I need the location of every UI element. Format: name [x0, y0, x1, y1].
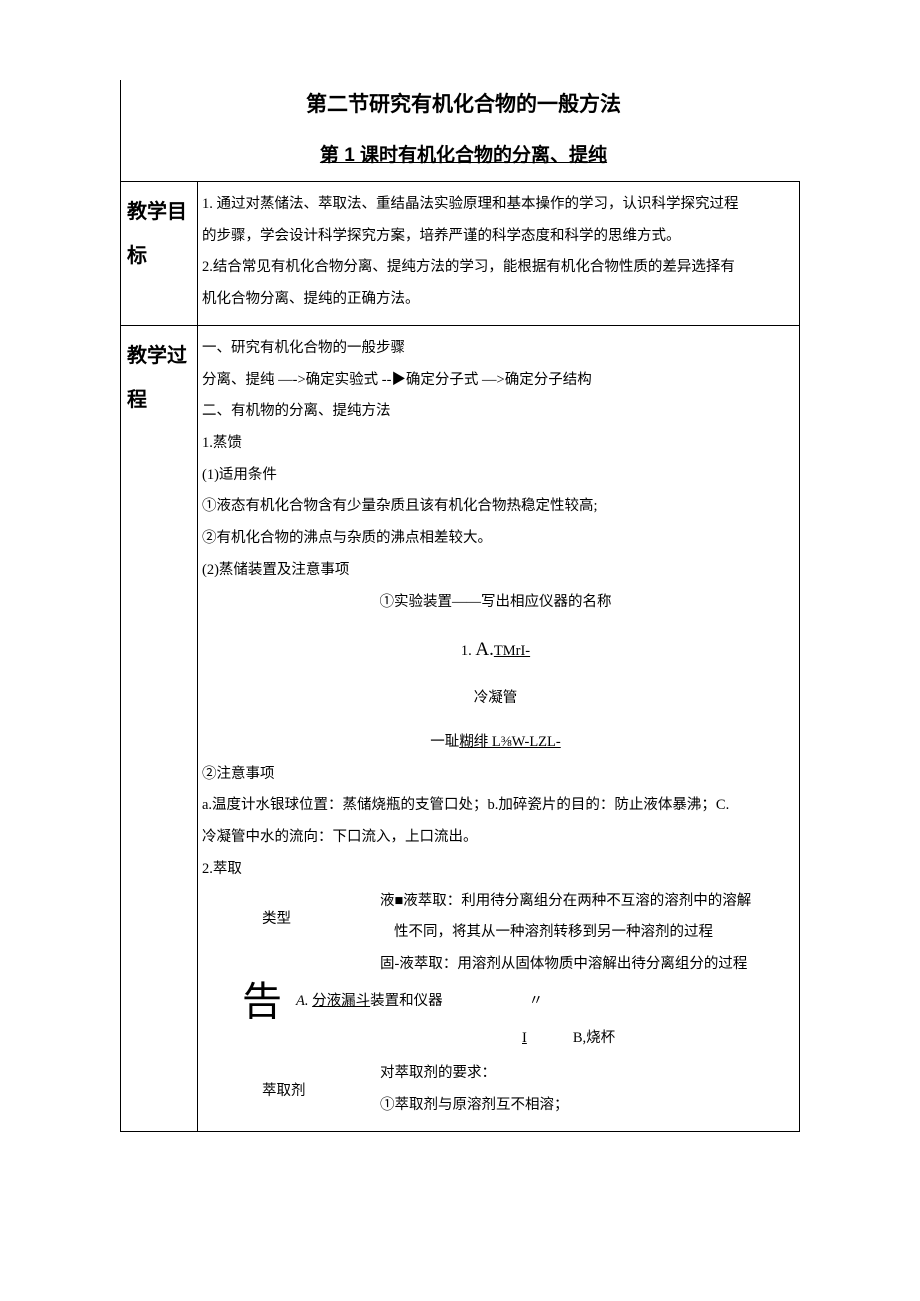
- goal-1-num: 1.: [202, 196, 217, 212]
- method-1-note-b: 冷凝管中水的流向：下口流入，上口流出。: [202, 823, 789, 853]
- method-2-title: 2.萃取: [202, 855, 789, 885]
- method-1-cond-b: ②有机化合物的沸点与杂质的沸点相差较大。: [202, 524, 789, 554]
- device-line-1-A: A.: [475, 639, 493, 660]
- method-1-note-a: a.温度计水银球位置：蒸储烧瓶的支管口处；b.加碎瓷片的目的：防止液体暴沸；C.: [202, 791, 789, 821]
- method-2-device-line: 告 A. 分液漏斗装置和仪器 〃: [202, 982, 789, 1022]
- device-line-2: 冷凝管: [202, 684, 789, 714]
- method-2-ll-a: 液■液萃取：利用待分离组分在两种不互溶的溶剂中的溶解: [380, 887, 789, 917]
- dev-B: B,烧杯: [573, 1024, 615, 1054]
- process-label-cell: 教学过程: [120, 326, 198, 1131]
- method-2-device-ib: I B,烧杯: [202, 1024, 789, 1054]
- method-2-ext-req: 对萃取剂的要求：: [380, 1059, 789, 1089]
- method-2-ext-content: 对萃取剂的要求： ①萃取剂与原溶剂互不相溶；: [380, 1059, 789, 1122]
- device-line-1-num: 1.: [461, 643, 476, 659]
- device-line-3-pre: 一耻: [430, 734, 459, 750]
- method-2-type-label: 类型: [262, 887, 352, 935]
- section-1-flow: 分离、提纯 —->确定实验式 --▶确定分子式 —>确定分子结构: [202, 366, 789, 396]
- method-2-sl: 固-液萃取：用溶剂从固体物质中溶解出待分离组分的过程: [380, 950, 789, 980]
- section-2-heading: 二、有机物的分离、提纯方法: [202, 397, 789, 427]
- dev-quote: 〃: [529, 987, 544, 1017]
- goal-1-text-a: 通过对蒸储法、萃取法、重结晶法实验原理和基本操作的学习，认识科学探究过程: [217, 196, 739, 212]
- goals-content-cell: 1. 通过对蒸储法、萃取法、重结晶法实验原理和基本操作的学习，认识科学探究过程 …: [198, 182, 800, 325]
- method-1-title: 1.蒸馈: [202, 429, 789, 459]
- goal-2-line2: 机化合物分离、提纯的正确方法。: [202, 285, 789, 315]
- row-process: 教学过程 一、研究有机化合物的一般步骤 分离、提纯 —->确定实验式 --▶确定…: [120, 325, 800, 1132]
- kai-glyph: 告: [242, 982, 282, 1022]
- goals-label-cell: 教学目标: [120, 182, 198, 325]
- method-1-cond-a: ①液态有机化合物含有少量杂质且该有机化合物热稳定性较高;: [202, 492, 789, 522]
- method-2-extractant-block: 萃取剂 对萃取剂的要求： ①萃取剂与原溶剂互不相溶；: [202, 1059, 789, 1122]
- dev-A-ul: 分液漏斗: [312, 993, 370, 1009]
- method-1-cond-heading: (1)适用条件: [202, 461, 789, 491]
- goal-1-line1: 1. 通过对蒸储法、萃取法、重结晶法实验原理和基本操作的学习，认识科学探究过程: [202, 190, 789, 220]
- device-line-3-ul: 糊绯 L⅜W-LZL-: [459, 734, 560, 750]
- method-2-type-content: 液■液萃取：利用待分离组分在两种不互溶的溶剂中的溶解 性不同，将其从一种溶剂转移…: [380, 887, 789, 982]
- section-1-heading: 一、研究有机化合物的一般步骤: [202, 334, 789, 364]
- goal-1-line2: 的步骤，学会设计科学探究方案，培养严谨的科学态度和科学的思维方式。: [202, 222, 789, 252]
- dev-A-tail: 装置和仪器: [370, 993, 443, 1009]
- process-content-cell: 一、研究有机化合物的一般步骤 分离、提纯 —->确定实验式 --▶确定分子式 —…: [198, 326, 800, 1131]
- page-subtitle: 第 1 课时有机化合物的分离、提纯: [127, 140, 800, 167]
- method-1-device-title: ①实验装置——写出相应仪器的名称: [202, 588, 789, 618]
- method-2-dev-A: A. 分液漏斗装置和仪器: [296, 987, 443, 1017]
- device-line-3: 一耻糊绯 L⅜W-LZL-: [202, 728, 789, 758]
- dev-I: I: [522, 1024, 527, 1054]
- method-1-device-heading: (2)蒸储装置及注意事项: [202, 556, 789, 586]
- device-line-1: 1. A.TMrI-: [202, 631, 789, 670]
- method-2-ext-label: 萃取剂: [262, 1059, 352, 1107]
- document-page: 第二节研究有机化合物的一般方法 第 1 课时有机化合物的分离、提纯 教学目标 1…: [120, 80, 800, 1132]
- page-title: 第二节研究有机化合物的一般方法: [127, 88, 800, 118]
- row-goals: 教学目标 1. 通过对蒸储法、萃取法、重结晶法实验原理和基本操作的学习，认识科学…: [120, 181, 800, 325]
- title-block: 第二节研究有机化合物的一般方法 第 1 课时有机化合物的分离、提纯: [120, 80, 800, 181]
- method-2-ext-r1: ①萃取剂与原溶剂互不相溶；: [380, 1091, 789, 1121]
- device-line-1-ul: TMrI-: [494, 643, 530, 659]
- dev-A-letter: A.: [296, 993, 308, 1009]
- method-2-type-block: 类型 液■液萃取：利用待分离组分在两种不互溶的溶剂中的溶解 性不同，将其从一种溶…: [202, 887, 789, 982]
- goal-2-line1: 2.结合常见有机化合物分离、提纯方法的学习，能根据有机化合物性质的差异选择有: [202, 253, 789, 283]
- method-1-note-heading: ②注意事项: [202, 760, 789, 790]
- method-2-ll-b: 性不同，将其从一种溶剂转移到另一种溶剂的过程: [380, 918, 789, 948]
